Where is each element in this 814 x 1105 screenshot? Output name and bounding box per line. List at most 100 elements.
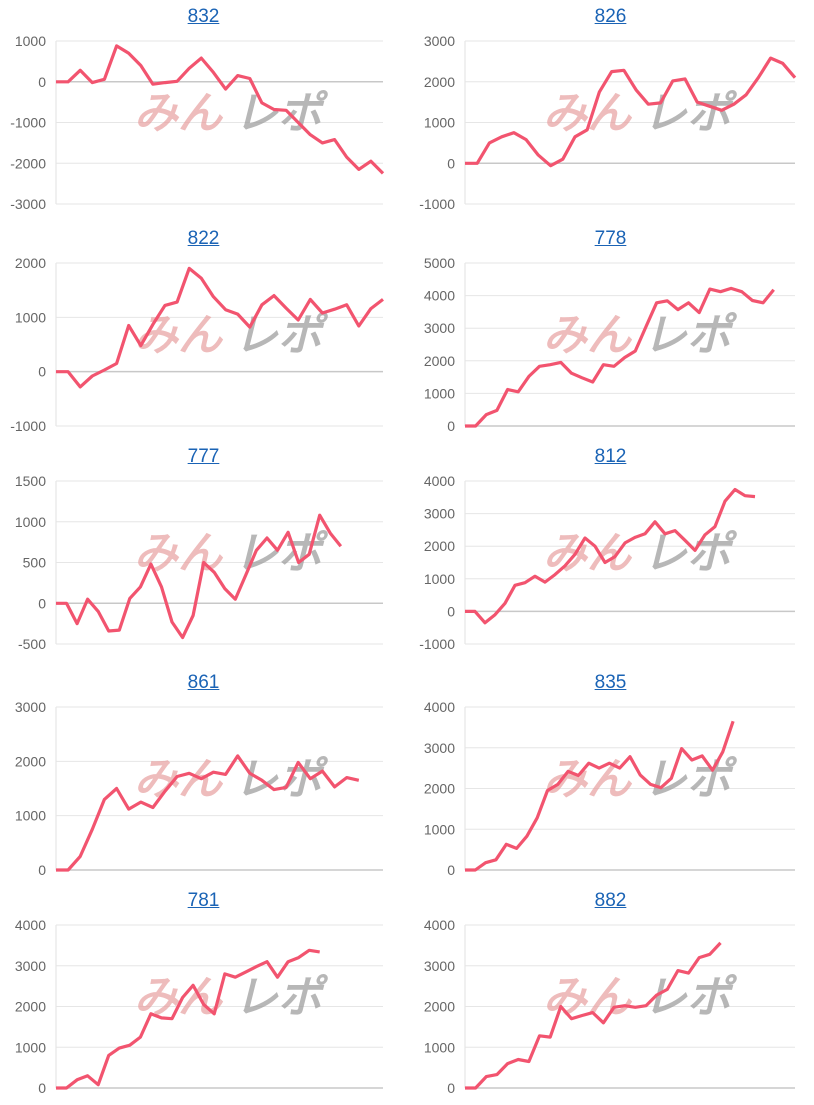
y-tick-label: 3000 bbox=[15, 958, 46, 974]
chart-panel: 832 1000 0 -1000 -2000 -3000 みん レポ bbox=[0, 0, 407, 221]
watermark-logo: レポ bbox=[643, 89, 738, 138]
chart-panel: 812 4000 3000 2000 1000 0 -1000 みん レポ bbox=[407, 440, 814, 661]
watermark-logo: みん bbox=[134, 89, 224, 138]
watermark-logo: レポ bbox=[234, 311, 329, 360]
watermark-logo: レポ bbox=[643, 311, 738, 360]
y-tick-label: 3000 bbox=[15, 699, 46, 715]
chart-title: 781 bbox=[0, 890, 407, 912]
chart-panel: 882 4000 3000 2000 1000 0 みん レポ bbox=[407, 884, 814, 1105]
y-tick-label: 3000 bbox=[424, 320, 455, 336]
y-tick-label: 4000 bbox=[424, 473, 455, 489]
chart-panel: 777 1500 1000 500 0 -500 みん レポ bbox=[0, 440, 407, 661]
watermark-logo: みん bbox=[543, 529, 633, 578]
y-tick-label: 0 bbox=[447, 603, 455, 619]
chart-title-link[interactable]: 835 bbox=[594, 672, 627, 693]
y-tick-label: 0 bbox=[447, 1080, 455, 1096]
y-tick-label: 4000 bbox=[424, 288, 455, 304]
chart-panel: 822 2000 1000 0 -1000 みん レポ bbox=[0, 222, 407, 443]
y-tick-label: 1000 bbox=[424, 115, 455, 131]
watermark-logo: みん bbox=[134, 973, 224, 1022]
line-chart: 4000 3000 2000 1000 0 みん レポ bbox=[15, 917, 383, 1096]
watermark-logo: レポ bbox=[643, 973, 738, 1022]
chart-title-link[interactable]: 861 bbox=[187, 672, 220, 693]
chart-panel: 826 3000 2000 1000 0 -1000 みん レポ bbox=[407, 0, 814, 221]
chart-title-link[interactable]: 832 bbox=[187, 6, 220, 27]
y-tick-label: 1000 bbox=[15, 309, 46, 325]
chart-title-link[interactable]: 777 bbox=[187, 446, 220, 467]
watermark-logo: みん bbox=[543, 311, 633, 360]
chart-title-link[interactable]: 812 bbox=[594, 446, 627, 467]
y-tick-label: 0 bbox=[38, 74, 46, 90]
chart-title-link[interactable]: 778 bbox=[594, 228, 627, 249]
line-chart: 4000 3000 2000 1000 0 -1000 みん レポ bbox=[419, 473, 795, 652]
y-tick-label: -500 bbox=[18, 636, 46, 652]
y-tick-label: 1500 bbox=[15, 473, 46, 489]
y-tick-label: 1000 bbox=[15, 1039, 46, 1055]
series-line bbox=[56, 948, 320, 1090]
y-tick-label: 0 bbox=[38, 1080, 46, 1096]
y-tick-label: 4000 bbox=[15, 917, 46, 933]
y-tick-label: 1000 bbox=[424, 821, 455, 837]
y-tick-label: 1000 bbox=[15, 514, 46, 530]
y-tick-label: 2000 bbox=[424, 781, 455, 797]
chart-title: 812 bbox=[407, 446, 814, 468]
y-tick-label: 1000 bbox=[15, 33, 46, 49]
y-tick-label: 1000 bbox=[424, 571, 455, 587]
chart-title-link[interactable]: 826 bbox=[594, 6, 627, 27]
y-tick-label: 2000 bbox=[424, 74, 455, 90]
y-tick-label: 0 bbox=[38, 595, 46, 611]
line-chart: 2000 1000 0 -1000 みん レポ bbox=[10, 255, 384, 434]
line-chart: 1000 0 -1000 -2000 -3000 みん レポ bbox=[10, 33, 385, 212]
y-tick-label: 3000 bbox=[424, 33, 455, 49]
y-tick-label: 3000 bbox=[424, 740, 455, 756]
y-tick-label: -1000 bbox=[10, 115, 46, 131]
series-line bbox=[56, 44, 385, 175]
chart-panel: 781 4000 3000 2000 1000 0 みん レポ bbox=[0, 884, 407, 1105]
y-tick-label: 2000 bbox=[15, 753, 46, 769]
y-tick-label: 4000 bbox=[424, 917, 455, 933]
chart-title: 777 bbox=[0, 446, 407, 468]
watermark-logo: レポ bbox=[643, 755, 738, 804]
watermark-logo: レポ bbox=[234, 973, 329, 1022]
y-tick-label: 500 bbox=[23, 555, 47, 571]
watermark-logo: レポ bbox=[234, 755, 329, 804]
watermark-logo: みん bbox=[134, 755, 224, 804]
chart-title-link[interactable]: 781 bbox=[187, 890, 220, 911]
watermark-logo: みん bbox=[134, 311, 224, 360]
series-line bbox=[56, 266, 384, 389]
y-tick-label: 0 bbox=[447, 862, 455, 878]
y-tick-label: 2000 bbox=[15, 255, 46, 271]
series-line bbox=[56, 513, 343, 640]
y-tick-label: -3000 bbox=[10, 196, 46, 212]
chart-title: 882 bbox=[407, 890, 814, 912]
series-line bbox=[465, 487, 756, 625]
y-tick-label: -1000 bbox=[10, 418, 46, 434]
watermark-logo: レポ bbox=[234, 89, 329, 138]
y-tick-label: 2000 bbox=[424, 999, 455, 1015]
y-tick-label: 3000 bbox=[424, 506, 455, 522]
y-tick-label: 0 bbox=[447, 418, 455, 434]
chart-title-link[interactable]: 822 bbox=[187, 228, 220, 249]
chart-panel: 778 5000 4000 3000 2000 1000 0 みん レポ bbox=[407, 222, 814, 443]
chart-title: 832 bbox=[0, 6, 407, 28]
y-tick-label: 5000 bbox=[424, 255, 455, 271]
y-tick-label: 4000 bbox=[424, 699, 455, 715]
chart-title-link[interactable]: 882 bbox=[594, 890, 627, 911]
y-tick-label: 2000 bbox=[424, 353, 455, 369]
y-tick-label: 0 bbox=[38, 364, 46, 380]
chart-panel: 835 4000 3000 2000 1000 0 みん レポ bbox=[407, 666, 814, 887]
y-tick-label: 2000 bbox=[424, 538, 455, 554]
series-line bbox=[56, 754, 360, 872]
y-tick-label: 2000 bbox=[15, 999, 46, 1015]
watermark-logo: レポ bbox=[643, 529, 738, 578]
y-tick-label: 1000 bbox=[424, 1039, 455, 1055]
y-tick-label: 0 bbox=[447, 155, 455, 171]
y-tick-label: 0 bbox=[38, 862, 46, 878]
series-line bbox=[465, 56, 797, 168]
y-tick-label: 3000 bbox=[424, 958, 455, 974]
y-tick-label: 1000 bbox=[424, 385, 455, 401]
